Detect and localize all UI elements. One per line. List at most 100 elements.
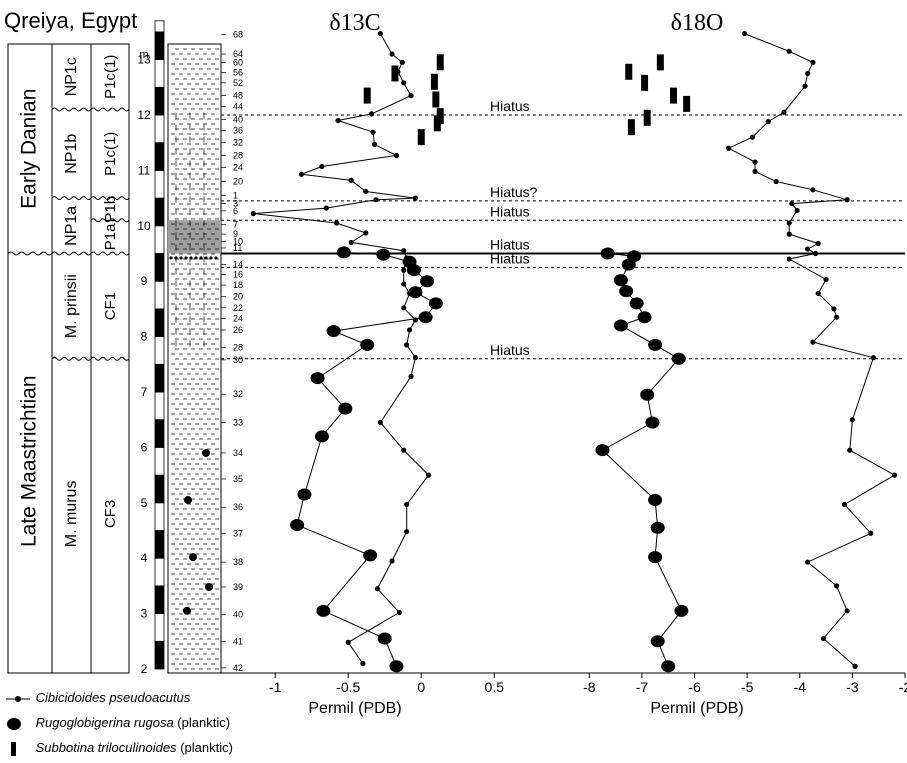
foram-zone-boundary	[90, 218, 130, 223]
data-point-large	[297, 488, 312, 501]
nannofossil-zone-label: M. prinsii	[63, 274, 80, 338]
phosphate-grain	[204, 256, 208, 260]
data-point-small	[399, 59, 405, 65]
data-point-small	[812, 250, 819, 257]
depth-scale-segment	[154, 530, 165, 559]
data-point-large	[389, 660, 404, 673]
sample-label: 22	[233, 303, 243, 313]
series-big-dot	[595, 247, 689, 673]
data-point-small	[374, 586, 381, 592]
legend-note-rugoglobigerina: (planktic)	[177, 715, 231, 730]
data-point-small	[847, 447, 853, 453]
data-point-small	[408, 373, 414, 380]
data-point-small	[298, 171, 305, 177]
foram-zone-label: P1a	[102, 223, 119, 250]
sample-label: 1	[233, 190, 238, 200]
sample-label: 24	[233, 163, 243, 173]
data-point-small	[389, 558, 395, 564]
concretion-symbol	[184, 496, 192, 505]
data-point-small	[810, 187, 816, 193]
sample-label: 34	[233, 448, 243, 458]
data-point-large	[310, 372, 325, 385]
foram-zone-label: P1b	[102, 196, 119, 223]
data-point-small	[810, 339, 816, 345]
hiatus-label: Hiatus	[490, 250, 530, 266]
data-point-small	[363, 230, 369, 236]
data-point-small	[765, 119, 771, 125]
sample-label: 68	[233, 30, 243, 40]
data-point-large	[650, 635, 665, 648]
x-axis-label: Permil (PDB)	[308, 700, 401, 717]
data-point-small	[335, 117, 341, 124]
data-point-bar	[391, 65, 399, 82]
depth-scale-segment	[154, 225, 165, 254]
data-point-large	[640, 388, 655, 401]
stage-boundary	[7, 251, 53, 256]
data-point-small	[377, 419, 383, 426]
data-point-small	[815, 290, 821, 296]
sample-label: 36	[233, 502, 243, 512]
data-point-small	[412, 355, 419, 361]
concretion-symbol	[183, 606, 191, 615]
data-point-large	[671, 352, 686, 365]
sample-label: 10	[233, 236, 243, 246]
x-tick-label: -7	[636, 679, 649, 695]
data-point-small	[412, 195, 419, 201]
sample-label: 42	[233, 663, 243, 673]
depth-scale-segment	[154, 391, 165, 421]
data-point-bar	[625, 63, 633, 80]
data-point-bar	[363, 87, 371, 104]
data-point-large	[595, 444, 610, 457]
phosphate-grain	[179, 256, 183, 260]
data-point-small	[401, 305, 407, 311]
sample-label: 11	[233, 243, 242, 253]
depth-tick-label: 3	[141, 607, 148, 621]
data-point-small	[834, 583, 840, 589]
series-line	[296, 251, 437, 667]
sample-label: 36	[233, 126, 243, 136]
data-point-small	[406, 327, 413, 333]
foram-zone-label: P1c(1)	[102, 55, 119, 99]
data-point-large	[408, 286, 423, 299]
series-big-dot	[290, 246, 443, 673]
data-point-large	[648, 551, 663, 564]
data-point-large	[316, 604, 331, 617]
sample-label: 60	[233, 57, 243, 67]
data-point-small	[401, 267, 407, 273]
series-bar	[625, 54, 691, 136]
depth-tick-label: 10	[137, 219, 151, 233]
depth-tick-label: 2	[141, 662, 148, 676]
stage-label: Late Maastrichtian	[18, 375, 41, 547]
concretion-symbol	[202, 448, 210, 457]
depth-tick-label: 8	[141, 330, 148, 344]
x-tick-label: -4	[794, 679, 807, 695]
foram-zone-boundary	[90, 196, 130, 201]
data-point-large	[338, 402, 353, 415]
data-point-small	[752, 159, 758, 165]
data-point-small	[389, 51, 395, 57]
legend-item-rugoglobigerina: Rugoglobigerina rugosa (planktic)	[4, 715, 230, 731]
x-tick-label: 0	[417, 679, 425, 695]
depth-tick-label: 5	[141, 496, 148, 510]
data-point-small	[805, 246, 811, 252]
data-point-bar	[627, 119, 635, 136]
depth-tick-label: 9	[141, 274, 148, 288]
data-point-small	[726, 145, 732, 151]
sample-label: 32	[233, 138, 243, 148]
sample-label: 28	[233, 343, 243, 353]
sample-label: 6	[233, 206, 238, 216]
hiatus-label: Hiatus	[490, 237, 530, 253]
data-point-large	[648, 494, 663, 507]
sample-label: 64	[233, 49, 243, 59]
depth-scale-segment	[154, 502, 165, 531]
data-point-bar	[430, 73, 438, 90]
data-point-small	[823, 276, 829, 283]
data-point-small	[333, 220, 340, 226]
data-point-large	[600, 247, 615, 260]
sample-label: 20	[233, 176, 243, 186]
foram-zone-boundary	[90, 251, 130, 256]
depth-scale-segment	[154, 280, 165, 310]
data-point-small	[844, 197, 850, 203]
legend-item-cibicidoides: Cibicidoides pseudoacutus	[4, 690, 190, 706]
data-point-small	[781, 109, 787, 115]
